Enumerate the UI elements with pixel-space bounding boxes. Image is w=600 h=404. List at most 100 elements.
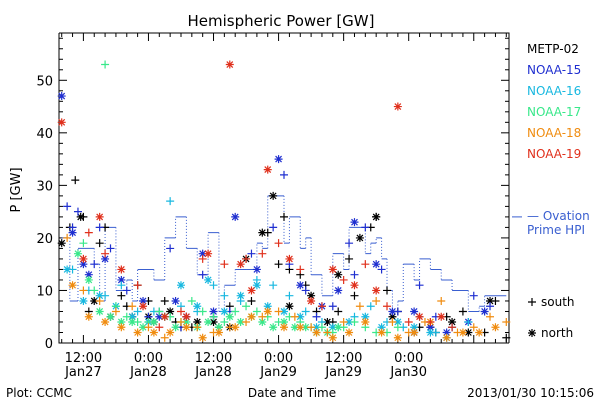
x-tick-label-date: Jan28 (194, 365, 232, 380)
point-noaa-17-south (122, 312, 131, 321)
chart-title: Hemispheric Power [GW] (188, 12, 375, 30)
point-noaa-16-north (236, 291, 245, 300)
point-noaa-18-south (274, 307, 283, 316)
marker-legend-label: south (541, 295, 575, 309)
point-noaa-15-south (312, 312, 321, 321)
footer-timestamp: 2013/01/30 10:15:06 (467, 386, 594, 400)
legend-item: METP-02 (527, 42, 579, 56)
point-noaa-17-south (252, 307, 261, 316)
x-tick-label-date: Jan27 (64, 365, 102, 380)
y-tick-label: 40 (36, 127, 53, 142)
point-noaa-17-south (350, 317, 359, 326)
point-noaa-15-north (139, 296, 148, 305)
point-noaa-18-north (393, 333, 402, 342)
point-noaa-19-south (317, 302, 326, 311)
point-noaa-19-south (242, 254, 251, 263)
point-noaa-18-south (128, 302, 137, 311)
point-noaa-17-north (258, 317, 267, 326)
point-noaa-17-south (198, 307, 207, 316)
point-noaa-17-north (214, 323, 223, 332)
point-noaa-18-north (361, 317, 370, 326)
point-noaa-19-north (437, 312, 446, 321)
point-metp-02-south (274, 260, 283, 269)
point-noaa-19-south (448, 323, 457, 332)
point-noaa-18-south (144, 323, 153, 332)
point-noaa-15-north (117, 275, 126, 284)
legend-item: NOAA-17 (527, 105, 581, 119)
marker-legend-symbol (528, 329, 536, 337)
x-tick-label-date: Jan29 (259, 365, 297, 380)
point-noaa-15-south (63, 202, 72, 211)
point-noaa-19-south (383, 302, 392, 311)
point-noaa-15-north (480, 307, 489, 316)
point-noaa-15-south (377, 265, 386, 274)
point-noaa-18-south (193, 323, 202, 332)
point-noaa-17-south (393, 323, 402, 332)
point-noaa-19-north (79, 254, 88, 263)
point-noaa-16-south (301, 307, 310, 316)
point-noaa-18-north (247, 312, 256, 321)
point-noaa-18-north (475, 328, 484, 337)
point-noaa-17-south (90, 286, 99, 295)
point-noaa-17-north (95, 307, 104, 316)
point-metp-02-north (464, 328, 473, 337)
point-noaa-18-north (263, 307, 272, 316)
point-noaa-19-north (328, 265, 337, 274)
point-metp-02-north (307, 291, 316, 300)
axes-frame-top-right (59, 32, 510, 343)
point-noaa-16-north (328, 323, 337, 332)
point-metp-02-south (458, 307, 467, 316)
x-tick-label-time: 0:00 (134, 351, 163, 366)
point-noaa-16-north (95, 291, 104, 300)
point-noaa-15-north (274, 155, 283, 164)
point-noaa-19-north (204, 249, 213, 258)
point-noaa-18-north (68, 281, 77, 290)
point-noaa-16-south (117, 281, 126, 290)
point-noaa-18-north (491, 323, 500, 332)
point-noaa-15-north (155, 312, 164, 321)
point-noaa-15-south (247, 249, 256, 258)
point-noaa-15-south (198, 270, 207, 279)
point-noaa-17-north (106, 312, 115, 321)
point-noaa-19-south (258, 249, 267, 258)
point-noaa-15-south (269, 223, 278, 232)
point-noaa-19-south (361, 260, 370, 269)
point-metp-02-south (350, 291, 359, 300)
point-noaa-18-north (410, 328, 419, 337)
chart-dynamic-layer: 0102030405012:00Jan270:00Jan2812:00Jan28… (36, 32, 581, 380)
point-noaa-15-north (68, 228, 77, 237)
y-tick-label: 20 (36, 232, 53, 247)
point-metp-02-north (193, 317, 202, 326)
point-metp-02-north (486, 296, 495, 305)
point-noaa-18-south (307, 323, 316, 332)
point-noaa-15-south (280, 170, 288, 179)
point-noaa-15-south (486, 302, 495, 311)
point-noaa-19-south (404, 317, 413, 326)
point-noaa-19-south (155, 323, 164, 332)
point-noaa-15-south (415, 281, 424, 290)
point-noaa-19-north (139, 302, 148, 311)
point-noaa-18-north (198, 333, 207, 342)
point-noaa-16-north (79, 296, 88, 305)
point-noaa-16-south (366, 302, 375, 311)
point-noaa-16-south (166, 197, 175, 206)
point-noaa-15-south (122, 286, 131, 295)
point-noaa-15-south (73, 207, 82, 216)
point-noaa-16-north (377, 323, 386, 332)
point-noaa-19-north (225, 60, 234, 69)
x-axis-label: Date and Time (248, 386, 336, 400)
x-tick-label-date: Jan29 (324, 365, 362, 380)
point-noaa-18-north (231, 323, 240, 332)
point-metp-02-south (95, 239, 104, 248)
x-tick-label-time: 12:00 (195, 351, 232, 366)
point-noaa-17-north (280, 317, 288, 326)
point-noaa-15-north (252, 265, 261, 274)
point-noaa-16-north (280, 307, 288, 316)
point-noaa-15-north (410, 307, 419, 316)
point-noaa-19-south (133, 281, 142, 290)
point-noaa-19-north (285, 254, 294, 263)
point-metp-02-north (209, 317, 218, 326)
point-noaa-18-north (166, 328, 175, 337)
point-noaa-19-south (426, 317, 435, 326)
point-noaa-18-north (214, 328, 223, 337)
